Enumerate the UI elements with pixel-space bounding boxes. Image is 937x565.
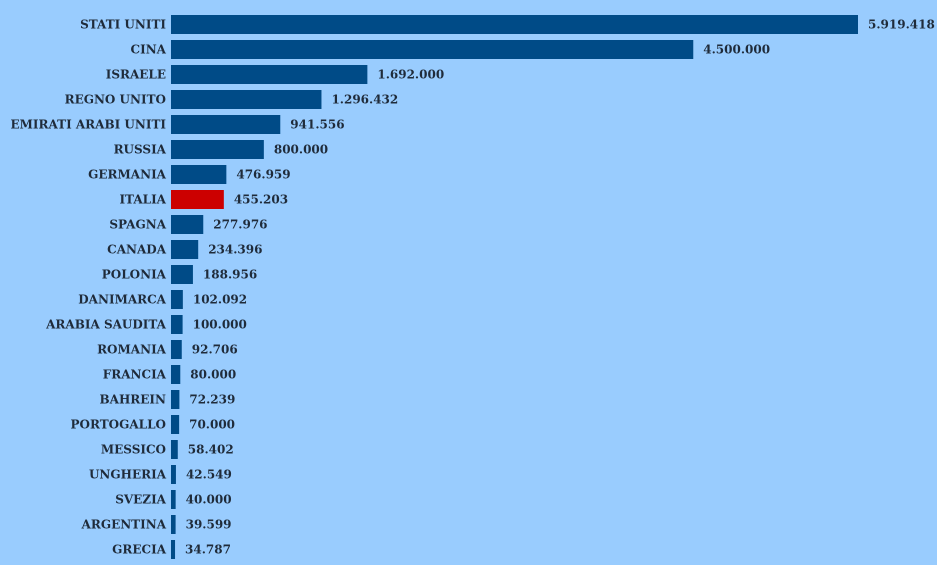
category-label-germania: GERMANIA <box>88 168 167 182</box>
bar-polonia <box>171 265 193 284</box>
value-label-messico: 58.402 <box>188 443 234 457</box>
category-label-emirati-arabi-uniti: EMIRATI ARABI UNITI <box>10 118 166 132</box>
value-label-argentina: 39.599 <box>186 518 232 532</box>
bar-messico <box>171 440 178 459</box>
category-label-israele: ISRAELE <box>106 68 166 82</box>
category-label-romania: ROMANIA <box>97 343 167 357</box>
value-label-svezia: 40.000 <box>186 493 232 507</box>
value-label-arabia-saudita: 100.000 <box>193 318 247 332</box>
category-label-russia: RUSSIA <box>114 143 167 157</box>
category-label-argentina: ARGENTINA <box>81 518 167 532</box>
bar-germania <box>171 165 227 184</box>
bar-emirati-arabi-uniti <box>171 115 281 134</box>
bar-israele <box>171 65 368 84</box>
bar-argentina <box>171 515 176 534</box>
bar-svezia <box>171 490 176 509</box>
value-label-israele: 1.692.000 <box>377 68 444 82</box>
category-label-francia: FRANCIA <box>103 368 167 382</box>
bar-arabia-saudita <box>171 315 183 334</box>
value-label-francia: 80.000 <box>190 368 236 382</box>
value-label-cina: 4.500.000 <box>703 43 770 57</box>
category-label-svezia: SVEZIA <box>115 493 166 507</box>
bar-italia <box>171 190 224 209</box>
bar-portogallo <box>171 415 180 434</box>
value-label-russia: 800.000 <box>274 143 328 157</box>
category-label-stati-uniti: STATI UNITI <box>80 18 166 32</box>
bar-grecia <box>171 540 176 559</box>
category-label-grecia: GRECIA <box>112 543 167 557</box>
category-label-spagna: SPAGNA <box>109 218 166 232</box>
value-label-danimarca: 102.092 <box>193 293 247 307</box>
category-label-danimarca: DANIMARCA <box>78 293 166 307</box>
category-labels-group: STATI UNITI CINA ISRAELE REGNO UNITO EMIRATI… <box>10 18 166 557</box>
category-label-messico: MESSICO <box>101 443 166 457</box>
value-label-polonia: 188.956 <box>203 268 257 282</box>
bar-bahrein <box>171 390 180 409</box>
category-label-cina: CINA <box>131 43 167 57</box>
bar-ungheria <box>171 465 176 484</box>
value-label-canada: 234.396 <box>208 243 262 257</box>
value-label-romania: 92.706 <box>192 343 238 357</box>
category-label-arabia-saudita: ARABIA SAUDITA <box>45 318 167 332</box>
value-label-spagna: 277.976 <box>213 218 267 232</box>
bar-stati-uniti <box>171 15 858 34</box>
value-label-portogallo: 70.000 <box>189 418 235 432</box>
category-label-bahrein: BAHREIN <box>100 393 167 407</box>
value-label-ungheria: 42.549 <box>186 468 232 482</box>
value-label-italia: 455.203 <box>234 193 288 207</box>
bar-romania <box>171 340 182 359</box>
category-label-ungheria: UNGHERIA <box>89 468 167 482</box>
bar-danimarca <box>171 290 183 309</box>
bar-francia <box>171 365 181 384</box>
category-label-regno-unito: REGNO UNITO <box>65 93 166 107</box>
value-label-grecia: 34.787 <box>185 543 231 557</box>
bars-group <box>171 15 858 559</box>
value-label-germania: 476.959 <box>236 168 290 182</box>
value-label-stati-uniti: 5.919.418 <box>868 18 935 32</box>
bar-cina <box>171 40 694 59</box>
category-label-canada: CANADA <box>107 243 167 257</box>
category-label-polonia: POLONIA <box>102 268 167 282</box>
category-label-portogallo: PORTOGALLO <box>70 418 166 432</box>
value-label-regno-unito: 1.296.432 <box>331 93 398 107</box>
value-label-emirati-arabi-uniti: 941.556 <box>290 118 344 132</box>
value-label-bahrein: 72.239 <box>189 393 235 407</box>
bar-russia <box>171 140 264 159</box>
category-label-italia: ITALIA <box>119 193 166 207</box>
bar-spagna <box>171 215 204 234</box>
bar-regno-unito <box>171 90 322 109</box>
bar-canada <box>171 240 199 259</box>
value-labels-group: 5.919.418 4.500.000 1.692.000 1.296.432 941.… <box>185 18 935 557</box>
